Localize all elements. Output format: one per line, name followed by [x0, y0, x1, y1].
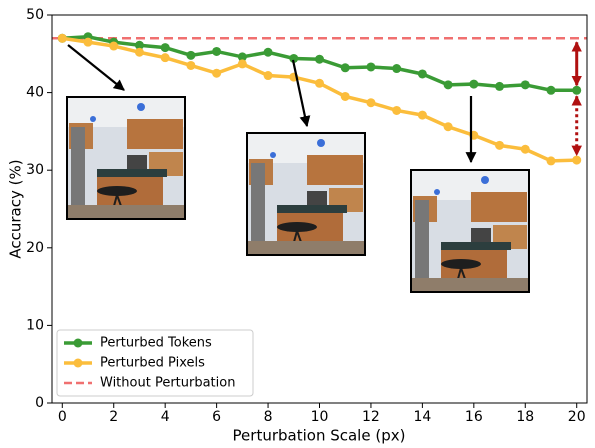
point [392, 64, 402, 74]
x-tick-label: 18 [516, 409, 534, 425]
point [572, 155, 582, 165]
x-tick-label: 10 [311, 409, 329, 425]
x-tick-label: 4 [161, 409, 170, 425]
point [366, 98, 376, 108]
arrow [67, 44, 125, 91]
point [520, 144, 530, 154]
point [546, 156, 556, 166]
point [134, 47, 144, 57]
point [237, 59, 247, 69]
inset-image [66, 96, 186, 220]
x-tick-label: 6 [212, 409, 221, 425]
x-tick-label: 8 [264, 409, 273, 425]
point [546, 85, 556, 95]
x-tick-label: 12 [362, 409, 380, 425]
legend-label: Without Perturbation [100, 376, 235, 391]
y-tick-label: 50 [26, 7, 44, 23]
point [315, 54, 324, 64]
point [186, 60, 196, 70]
x-tick-label: 16 [465, 409, 483, 425]
y-tick-label: 20 [26, 240, 44, 256]
point [212, 68, 222, 78]
point [340, 91, 350, 101]
point [315, 78, 324, 88]
y-tick-label: 10 [26, 317, 44, 333]
point [263, 47, 273, 57]
point [366, 62, 376, 72]
inset-image [410, 169, 530, 293]
y-axis-label: Accuracy (%) [7, 159, 25, 258]
point [340, 63, 350, 73]
point [443, 80, 453, 90]
point [417, 110, 427, 120]
x-tick-label: 0 [58, 409, 67, 425]
point [134, 40, 144, 50]
point [417, 69, 427, 79]
point [443, 122, 453, 132]
inset-image [246, 132, 366, 256]
legend [56, 329, 254, 397]
point [212, 46, 222, 56]
point [572, 85, 582, 95]
point [495, 140, 505, 150]
point [160, 53, 170, 63]
point [392, 105, 402, 115]
point [109, 41, 119, 51]
point [469, 79, 479, 89]
x-tick-label: 14 [413, 409, 431, 425]
arrow [291, 59, 311, 128]
point [83, 37, 93, 47]
point [57, 33, 67, 43]
point [237, 52, 247, 62]
x-axis-label: Perturbation Scale (px) [233, 427, 406, 445]
y-tick-label: 40 [26, 85, 44, 101]
point [520, 80, 530, 90]
legend-marker [73, 358, 83, 368]
legend-marker [73, 338, 83, 348]
x-tick-label: 20 [568, 409, 586, 425]
y-tick-label: 30 [26, 162, 44, 178]
point [263, 71, 273, 81]
y-tick-label: 0 [35, 395, 44, 411]
legend-label: Perturbed Tokens [100, 336, 212, 351]
point [495, 81, 505, 91]
point [186, 50, 196, 60]
legend-label: Perturbed Pixels [100, 356, 205, 371]
point [160, 43, 170, 53]
point [289, 53, 299, 63]
x-tick-label: 2 [109, 409, 118, 425]
